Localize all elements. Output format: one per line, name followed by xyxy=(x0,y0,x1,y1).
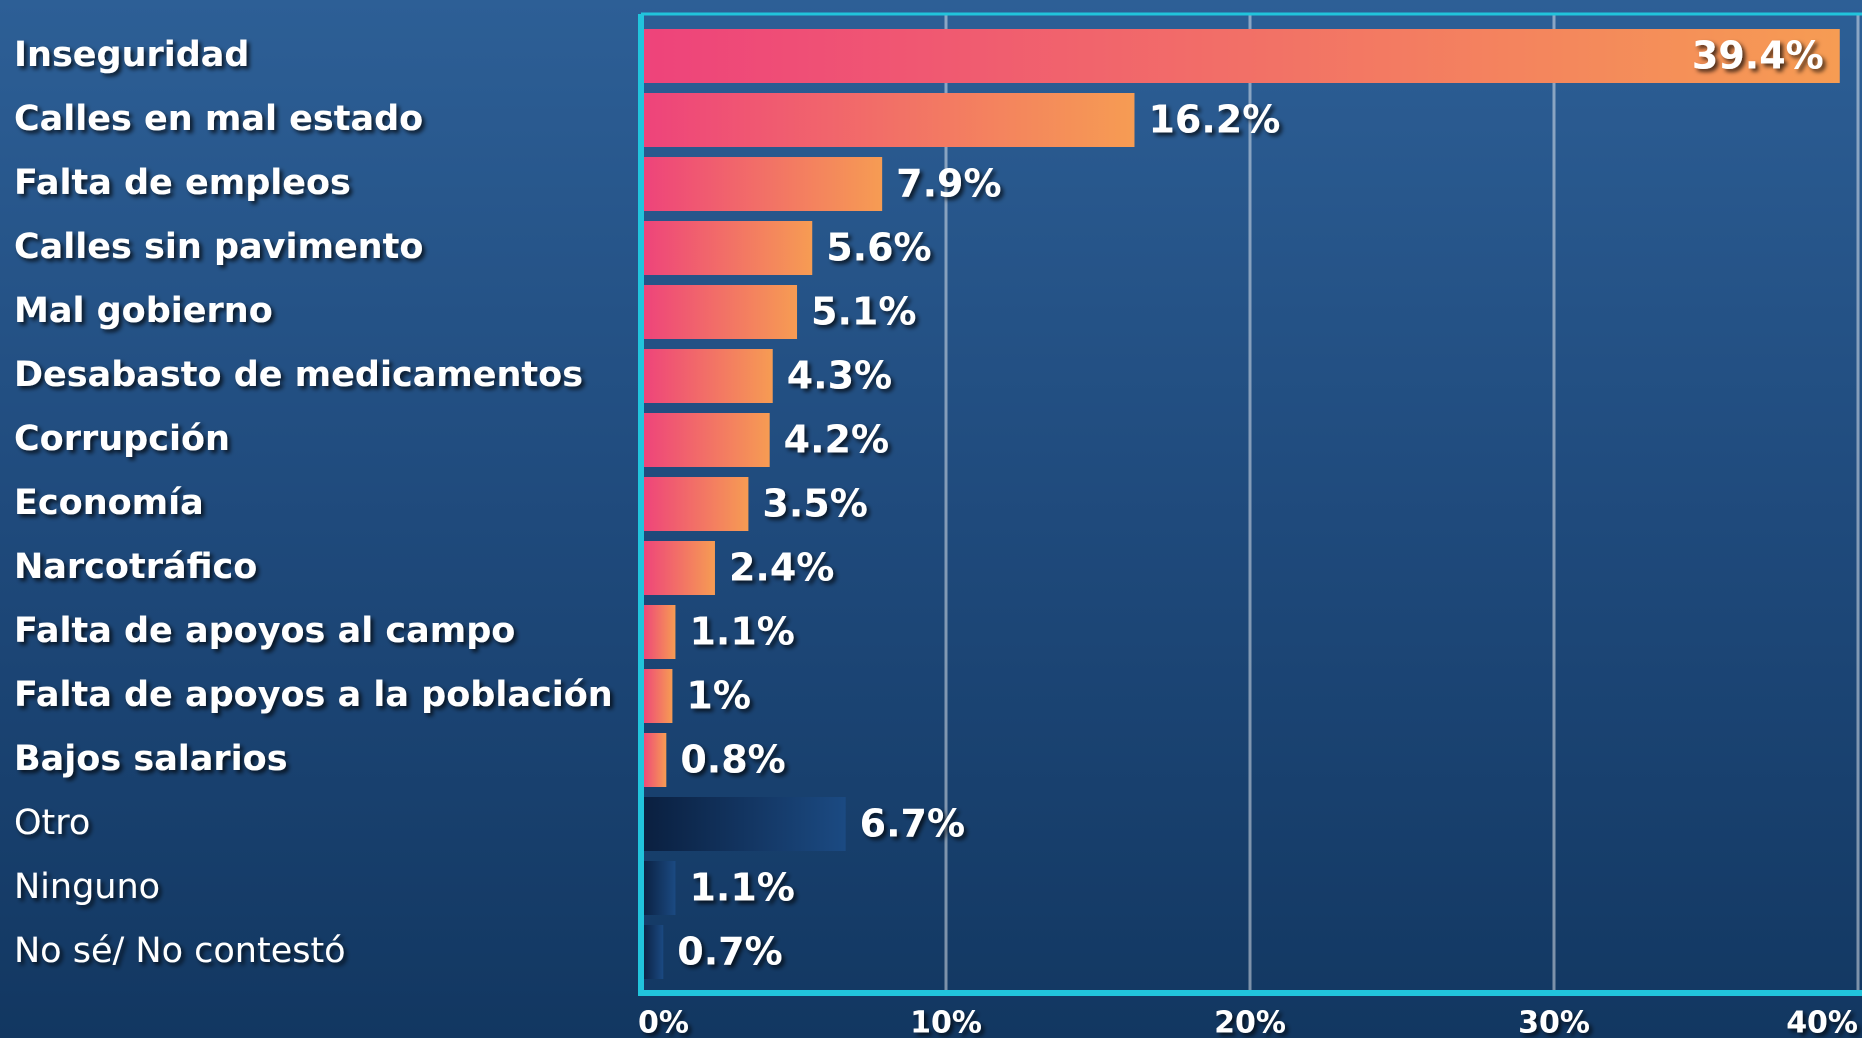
value-label: 1.1% xyxy=(689,866,794,910)
value-label: 4.2% xyxy=(784,418,889,462)
value-label: 1% xyxy=(686,674,751,718)
bar xyxy=(642,669,673,723)
bar xyxy=(642,93,1135,147)
value-label: 3.5% xyxy=(762,482,867,526)
x-tick-label: 0% xyxy=(638,1006,689,1038)
value-label: 0.8% xyxy=(680,738,785,782)
bar xyxy=(642,797,846,851)
category-label: Desabasto de medicamentos xyxy=(14,355,583,395)
category-label: No sé/ No contestó xyxy=(14,931,346,971)
bar xyxy=(642,349,773,403)
value-label: 39.4% xyxy=(1692,34,1824,78)
bar xyxy=(642,285,798,339)
bar xyxy=(642,925,664,979)
bar xyxy=(642,861,676,915)
value-label: 2.4% xyxy=(729,546,834,590)
x-tick-label: 20% xyxy=(1214,1006,1286,1038)
value-label: 6.7% xyxy=(860,802,965,846)
bar xyxy=(642,157,883,211)
category-label: Falta de empleos xyxy=(14,163,351,203)
category-label: Falta de apoyos al campo xyxy=(14,611,515,651)
bar xyxy=(642,733,667,787)
value-label: 5.1% xyxy=(811,290,916,334)
x-tick-label: 40% xyxy=(1786,1006,1858,1038)
category-label: Narcotráfico xyxy=(14,547,257,587)
category-label: Economía xyxy=(14,483,204,523)
value-label: 16.2% xyxy=(1148,98,1280,142)
category-label: Falta de apoyos a la población xyxy=(14,675,613,715)
plot-frame xyxy=(638,14,1862,996)
category-label: Calles sin pavimento xyxy=(14,227,423,267)
value-label: 5.6% xyxy=(826,226,931,270)
bar xyxy=(642,541,715,595)
bar xyxy=(642,413,770,467)
value-label: 0.7% xyxy=(677,930,782,974)
category-label: Corrupción xyxy=(14,419,230,459)
bar xyxy=(642,477,749,531)
bar xyxy=(642,221,813,275)
x-tick-label: 10% xyxy=(910,1006,982,1038)
category-label: Inseguridad xyxy=(14,35,249,75)
category-label: Ninguno xyxy=(14,867,160,907)
value-label: 1.1% xyxy=(689,610,794,654)
category-label: Otro xyxy=(14,803,90,843)
category-label: Bajos salarios xyxy=(14,739,288,779)
x-tick-label: 30% xyxy=(1518,1006,1590,1038)
value-label: 4.3% xyxy=(787,354,892,398)
category-label: Calles en mal estado xyxy=(14,99,423,139)
value-label: 7.9% xyxy=(896,162,1001,206)
category-label: Mal gobierno xyxy=(14,291,273,331)
bar xyxy=(642,605,676,659)
bar xyxy=(642,29,1840,83)
